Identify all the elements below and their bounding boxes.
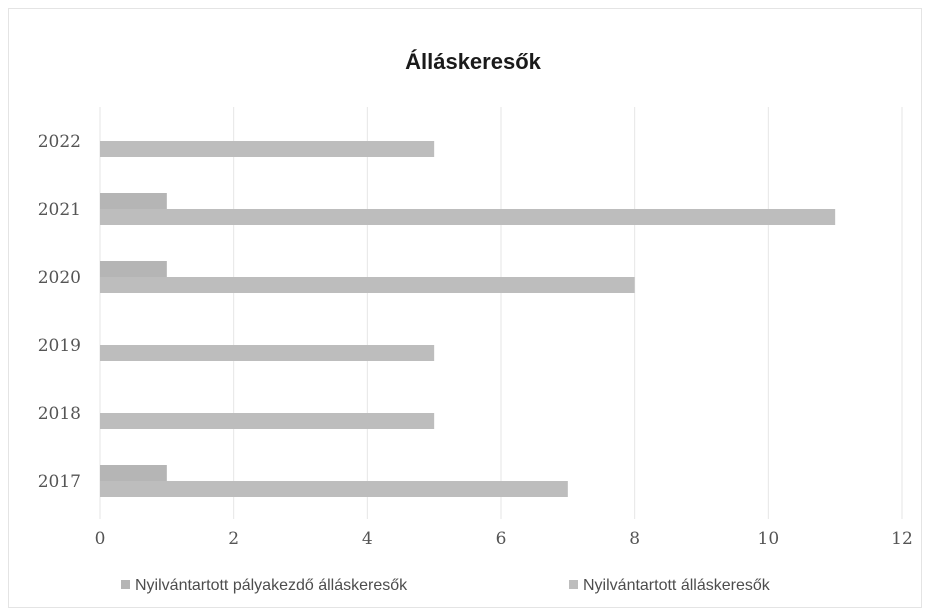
legend-label: Nyilvántartott pályakezdő álláskeresők [135,577,408,594]
x-tick-label: 4 [362,529,373,549]
gridlines [99,107,903,519]
bar-palyakezdo-2017 [100,465,167,481]
y-tick-label: 2019 [38,336,81,356]
chart-area: Álláskeresők 2017 2018 2019 2020 2021 2022 0 2… [8,8,922,608]
x-tick-label: 10 [758,529,780,549]
x-axis-labels: 0 2 4 6 8 10 12 [95,529,913,549]
x-tick-label: 8 [629,529,640,549]
x-tick-label: 6 [496,529,507,549]
bar-allaskeresok-2020 [100,277,635,293]
bar-allaskeresok-2021 [100,209,836,225]
legend-swatch [569,580,578,589]
bar-chart: Álláskeresők 2017 2018 2019 2020 2021 2022 0 2… [38,49,913,594]
y-tick-label: 2018 [38,404,81,424]
legend-label: Nyilvántartott álláskeresők [583,577,771,594]
y-tick-label: 2021 [38,200,81,220]
bar-allaskeresok-2019 [100,345,435,361]
y-tick-label: 2022 [38,132,81,152]
x-tick-label: 2 [228,529,239,549]
y-tick-label: 2017 [38,472,81,492]
y-axis-labels: 2017 2018 2019 2020 2021 2022 [38,132,81,492]
y-tick-label: 2020 [38,268,81,288]
bar-palyakezdo-2020 [100,261,167,277]
chart-title: Álláskeresők [405,49,542,74]
x-tick-label: 0 [95,529,106,549]
bar-allaskeresok-2022 [100,141,435,157]
bar-allaskeresok-2018 [100,413,435,429]
bars [100,141,836,497]
legend-swatch [121,580,130,589]
x-tick-label: 12 [891,529,913,549]
bar-palyakezdo-2021 [100,193,167,209]
legend: Nyilvántartott pályakezdő álláskeresők Ny… [121,577,771,594]
bar-allaskeresok-2017 [100,481,568,497]
